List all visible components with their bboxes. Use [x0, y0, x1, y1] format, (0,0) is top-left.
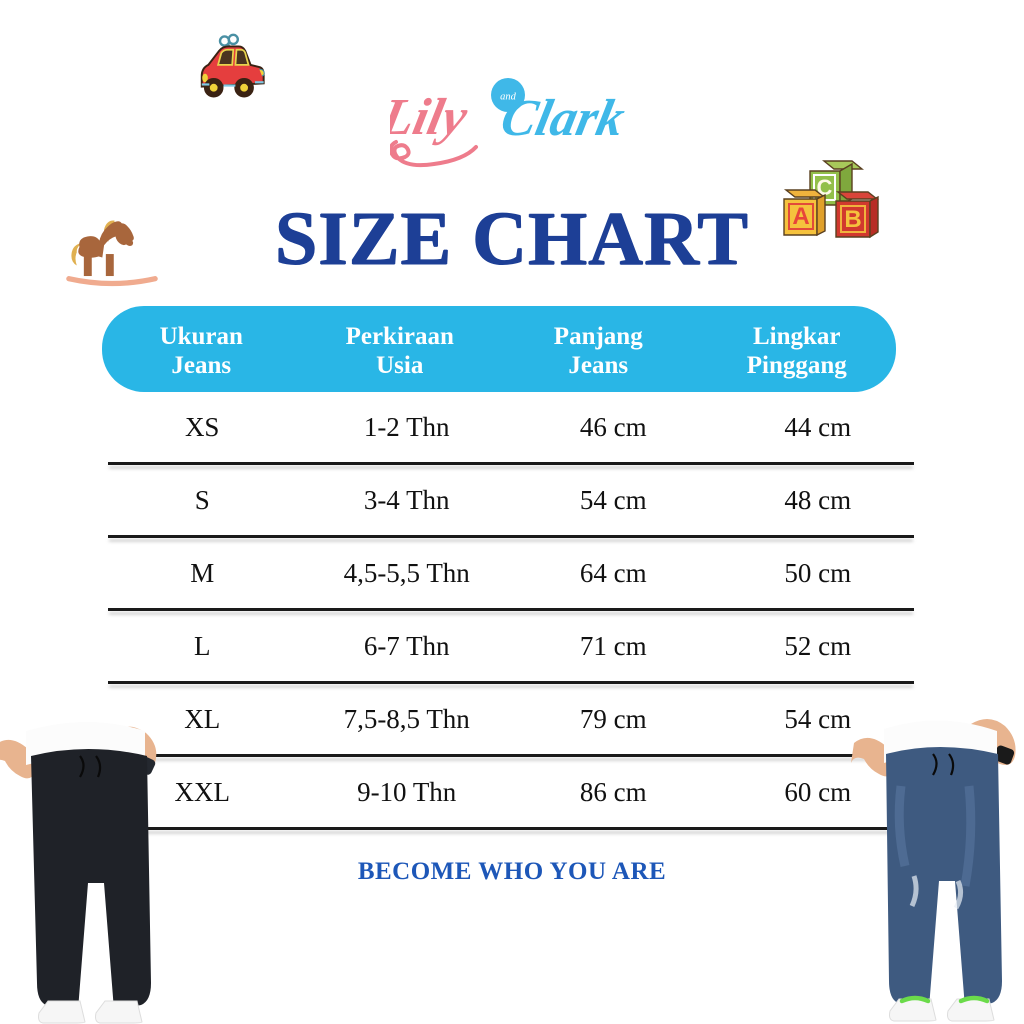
svg-text:Lily: Lily [390, 89, 473, 146]
svg-text:A: A [792, 203, 809, 230]
svg-text:B: B [844, 206, 861, 233]
svg-text:Clark: Clark [496, 90, 630, 147]
